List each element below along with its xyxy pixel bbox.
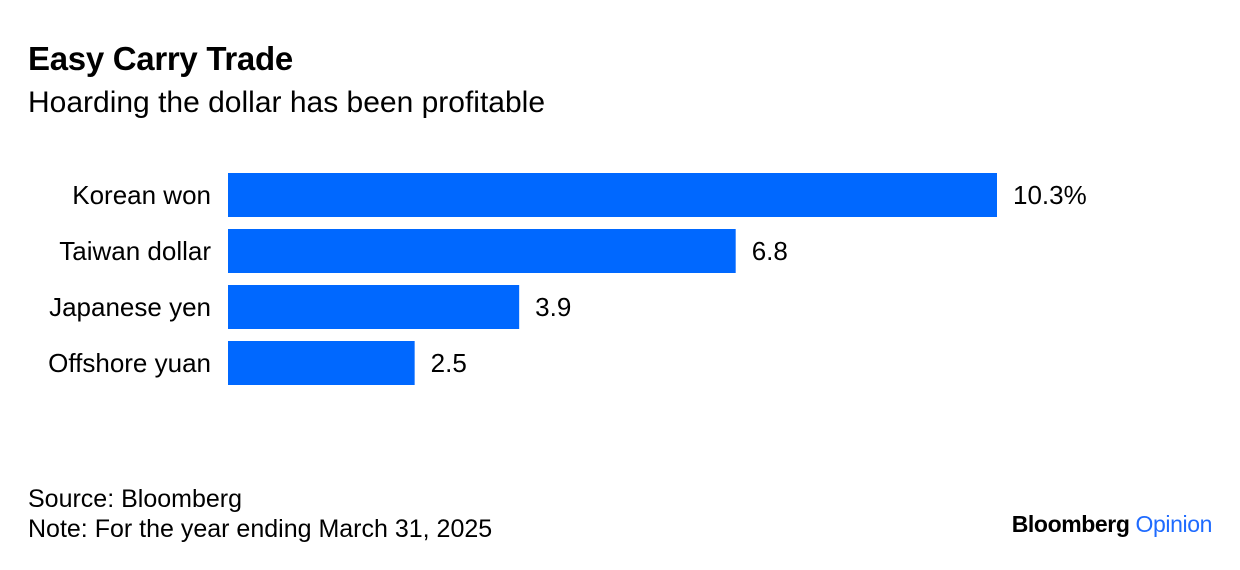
- footnote: Note: For the year ending March 31, 2025: [28, 515, 493, 543]
- bar-chart: Korean won 10.3% Taiwan dollar 6.8 Japanese …: [48, 173, 1087, 385]
- category-label: Korean won: [72, 180, 211, 210]
- bar: [228, 285, 520, 329]
- value-label: 3.9: [535, 292, 571, 322]
- category-label: Japanese yen: [49, 292, 211, 322]
- category-label: Taiwan dollar: [59, 236, 211, 266]
- chart-subtitle: Hoarding the dollar has been profitable: [28, 86, 546, 119]
- value-label: 10.3%: [1013, 180, 1087, 210]
- bar: [228, 229, 736, 273]
- source-note: Source: Bloomberg: [28, 485, 243, 513]
- bar: [228, 173, 997, 217]
- value-label: 2.5: [431, 348, 467, 378]
- brand-name: Bloomberg: [1011, 511, 1130, 537]
- chart-title: Easy Carry Trade: [28, 40, 293, 77]
- value-label: 6.8: [752, 236, 788, 266]
- brand-logo: Bloomberg Opinion: [1011, 511, 1213, 538]
- category-label: Offshore yuan: [48, 348, 211, 378]
- brand-section: Opinion: [1135, 511, 1213, 537]
- chart-footer: Source: Bloomberg Note: For the year end…: [28, 484, 492, 544]
- bar: [228, 341, 415, 385]
